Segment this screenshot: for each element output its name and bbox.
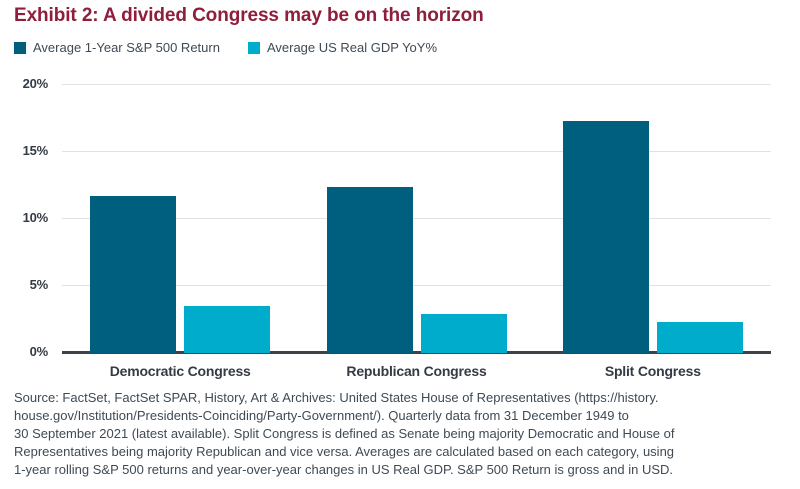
bar-sp500-return xyxy=(326,186,413,353)
y-tick-label: 5% xyxy=(29,277,49,292)
legend-label-gdp-yoy: Average US Real GDP YoY% xyxy=(266,40,438,55)
x-category-label: Split Congress xyxy=(604,363,701,379)
bar-gdp-yoy xyxy=(656,322,743,353)
y-tick-label: 0% xyxy=(29,344,49,359)
legend-item-sp500-return: Average 1-Year S&P 500 Return xyxy=(14,40,220,55)
chart-legend: Average 1-Year S&P 500 Return Average US… xyxy=(14,40,437,55)
source-line: 1-year rolling S&P 500 returns and year-… xyxy=(14,462,674,477)
legend-swatch-sp500-icon xyxy=(14,41,26,54)
x-category-label: Democratic Congress xyxy=(109,363,251,379)
y-tick-label: 10% xyxy=(22,210,49,225)
x-axis-line xyxy=(62,351,771,354)
exhibit-title: Exhibit 2: A divided Congress may be on … xyxy=(14,5,484,26)
x-category-label: Republican Congress xyxy=(346,363,487,379)
bar-sp500-return xyxy=(90,196,177,353)
gridline xyxy=(62,84,771,85)
gridline xyxy=(62,151,771,152)
source-line: 30 September 2021 (latest available). Sp… xyxy=(14,426,675,441)
source-note: Source: FactSet, FactSet SPAR, History, … xyxy=(14,389,794,479)
source-line: Representatives being majority Republica… xyxy=(14,444,675,459)
source-line: house.gov/Institution/Presidents-Coincid… xyxy=(14,408,629,423)
legend-item-gdp-yoy: Average US Real GDP YoY% xyxy=(247,40,438,55)
bar-gdp-yoy xyxy=(184,306,271,353)
gridline xyxy=(62,285,771,286)
bar-chart: 0% 5% 10% 15% 20% Democratic Congress Republic… xyxy=(0,75,800,385)
source-line: Source: FactSet, FactSet SPAR, History, … xyxy=(14,390,659,405)
bar-sp500-return xyxy=(562,121,649,353)
y-tick-label: 15% xyxy=(22,143,49,158)
legend-swatch-gdp-icon xyxy=(247,41,260,54)
y-tick-label: 20% xyxy=(22,76,49,91)
plot-area xyxy=(62,84,771,354)
bar-gdp-yoy xyxy=(420,314,507,353)
legend-label-sp500-return: Average 1-Year S&P 500 Return xyxy=(33,40,220,55)
gridline xyxy=(62,218,771,219)
